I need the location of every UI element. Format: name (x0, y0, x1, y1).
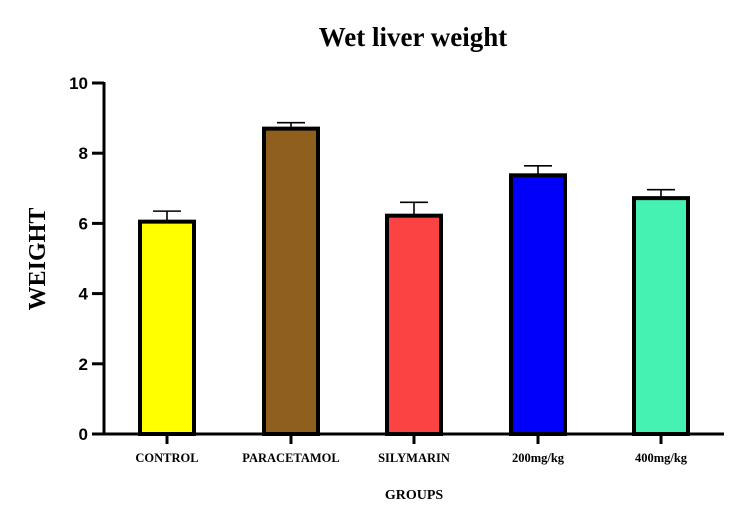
y-tick-label: 8 (79, 144, 88, 163)
bar (509, 173, 567, 437)
y-tick-label: 2 (79, 355, 88, 374)
bar (632, 196, 690, 436)
y-tick-label: 4 (79, 285, 89, 304)
y-tick-label: 0 (79, 425, 88, 444)
bar (385, 213, 443, 436)
bar (138, 219, 196, 436)
x-tick-label: PARACETAMOL (242, 451, 339, 465)
x-tick-label: 400mg/kg (635, 451, 688, 465)
x-tick-label: SILYMARIN (378, 451, 450, 465)
bar (262, 126, 320, 436)
x-axis-label: GROUPS (385, 488, 444, 503)
x-tick-label: CONTROL (135, 451, 198, 465)
y-tick-label: 10 (69, 74, 88, 93)
y-axis-label: WEIGHT (25, 208, 51, 311)
chart-title: Wet liver weight (319, 22, 507, 52)
chart-marks: 0 2 4 6 8 10 CONTROL PARACETAMOL SILYMARIN 200mg/… (69, 74, 724, 465)
x-tick-label: 200mg/kg (512, 451, 565, 465)
y-tick-label: 6 (79, 214, 88, 233)
